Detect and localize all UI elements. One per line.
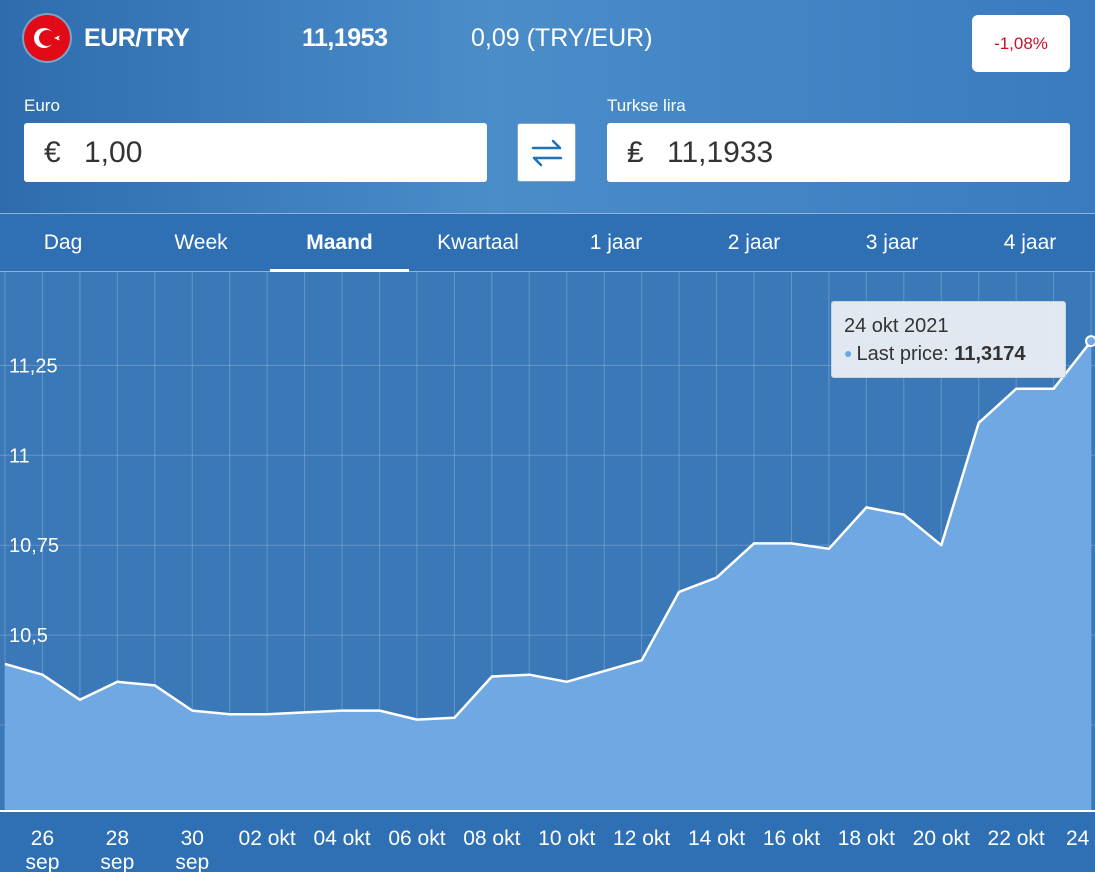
y-tick-label: 10,75 xyxy=(9,535,59,557)
y-tick-label: 10,5 xyxy=(9,625,48,647)
tooltip-date: 24 okt 2021 xyxy=(844,315,949,337)
x-tick-label: 04 okt xyxy=(313,827,370,850)
y-tick-label: 11,25 xyxy=(9,355,58,377)
x-tick-label: 18 okt xyxy=(838,827,895,850)
turkey-flag-icon xyxy=(24,15,70,61)
tab-3-jaar[interactable]: 3 jaar xyxy=(865,230,919,254)
tab-kwartaal[interactable]: Kwartaal xyxy=(437,230,519,254)
tooltip-value: 11,3174 xyxy=(954,343,1026,365)
from-amount-value[interactable]: 1,00 xyxy=(84,135,143,169)
x-axis-band xyxy=(0,812,1095,872)
x-tick-label: 20 okt xyxy=(913,827,970,850)
change-value: -1,08% xyxy=(994,33,1048,53)
header: EUR/TRY 11,1953 0,09 (TRY/EUR) -1,08% Eu… xyxy=(0,0,1095,213)
tab-4-jaar[interactable]: 4 jaar xyxy=(1003,230,1057,254)
series-line xyxy=(4,340,1093,721)
euro-symbol: € xyxy=(44,135,61,169)
highlighted-data-point[interactable] xyxy=(1085,335,1095,348)
period-tabs: Dag Week Maand Kwartaal 1 jaar 2 jaar 3 … xyxy=(0,213,1095,273)
x-tick-label: 22 okt xyxy=(988,827,1045,850)
chart-tooltip: 24 okt 2021 ● Last price: 11,3174 xyxy=(831,301,1066,378)
currency-pair-title: EUR/TRY xyxy=(84,24,190,52)
x-tick-label: 12 okt xyxy=(613,827,670,850)
x-tick-label: sep xyxy=(100,851,134,872)
tab-week[interactable]: Week xyxy=(174,230,228,254)
series-area xyxy=(5,341,1092,810)
to-amount-field[interactable]: ₤ 11,1933 xyxy=(607,123,1070,182)
from-amount-field[interactable]: € 1,00 xyxy=(24,123,487,182)
x-tick-label: 08 okt xyxy=(463,827,520,850)
x-tick-label: sep xyxy=(175,851,209,872)
x-tick-label: sep xyxy=(26,851,60,872)
lira-symbol: ₤ xyxy=(627,135,644,169)
series-dot-icon: ● xyxy=(844,345,853,361)
x-tick-label: 14 okt xyxy=(688,827,745,850)
to-amount-value[interactable]: 11,1933 xyxy=(667,135,774,169)
x-tick-label: 06 okt xyxy=(388,827,445,850)
y-tick-label: 11 xyxy=(9,445,30,467)
x-tick-label: 30 xyxy=(181,827,204,850)
x-tick-label: 02 okt xyxy=(239,827,296,850)
change-badge: -1,08% xyxy=(972,15,1070,72)
x-tick-label: 24 … xyxy=(1066,827,1095,850)
to-currency-label: Turkse lira xyxy=(607,96,686,115)
x-tick-label: 16 okt xyxy=(763,827,820,850)
tab-dag[interactable]: Dag xyxy=(43,230,83,254)
inverse-rate: 0,09 (TRY/EUR) xyxy=(471,24,653,52)
swap-arrows-icon xyxy=(531,139,562,166)
tab-2-jaar[interactable]: 2 jaar xyxy=(727,230,781,254)
x-tick-label: 26 xyxy=(31,827,54,850)
x-tick-label: 10 okt xyxy=(538,827,595,850)
x-tick-label: 28 xyxy=(106,827,129,850)
swap-button[interactable] xyxy=(517,123,576,182)
tooltip-label: Last price: xyxy=(856,343,949,365)
tab-maand[interactable]: Maand xyxy=(270,214,409,273)
current-rate: 11,1953 xyxy=(302,24,388,52)
tooltip-price-line: ● Last price: 11,3174 xyxy=(844,343,1026,366)
from-currency-label: Euro xyxy=(24,96,60,115)
tab-1-jaar[interactable]: 1 jaar xyxy=(589,230,643,254)
